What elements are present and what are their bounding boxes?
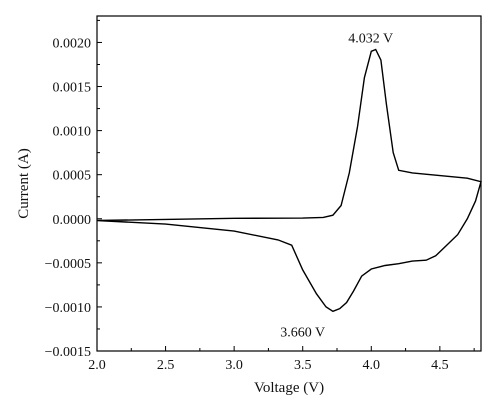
peak-annotation: 3.660 V bbox=[280, 325, 325, 340]
x-tick-label: 3.0 bbox=[225, 358, 243, 373]
y-tick-label: 0.0015 bbox=[53, 81, 92, 96]
y-tick-label: 0.0010 bbox=[53, 125, 92, 140]
x-tick-label: 4.0 bbox=[363, 358, 381, 373]
y-tick-label: −0.0010 bbox=[45, 301, 91, 316]
plot-frame bbox=[96, 15, 482, 352]
x-tick-label: 2.5 bbox=[157, 358, 175, 373]
cv-curve-series bbox=[96, 48, 482, 313]
x-axis-label: Voltage (V) bbox=[254, 380, 324, 396]
x-tick-label: 2.0 bbox=[88, 358, 106, 373]
x-tick-label: 4.5 bbox=[431, 358, 449, 373]
y-tick-label: −0.0015 bbox=[45, 345, 91, 360]
y-tick-label: 0.0020 bbox=[53, 36, 92, 51]
tick-labels: 2.0 2.5 3.0 3.5 4.0 4.5 −0.0015 −0.0010 −0.0005 0… bbox=[45, 36, 449, 373]
axis-ticks bbox=[96, 19, 475, 352]
peak-annotation: 4.032 V bbox=[348, 32, 393, 47]
y-axis-label: Current (A) bbox=[16, 148, 32, 218]
x-tick-label: 3.5 bbox=[294, 358, 312, 373]
annotations: 4.032 V 3.660 V bbox=[280, 32, 393, 341]
y-tick-label: 0.0005 bbox=[53, 169, 92, 184]
y-tick-label: 0.0000 bbox=[53, 213, 92, 228]
y-tick-label: −0.0005 bbox=[45, 257, 91, 272]
